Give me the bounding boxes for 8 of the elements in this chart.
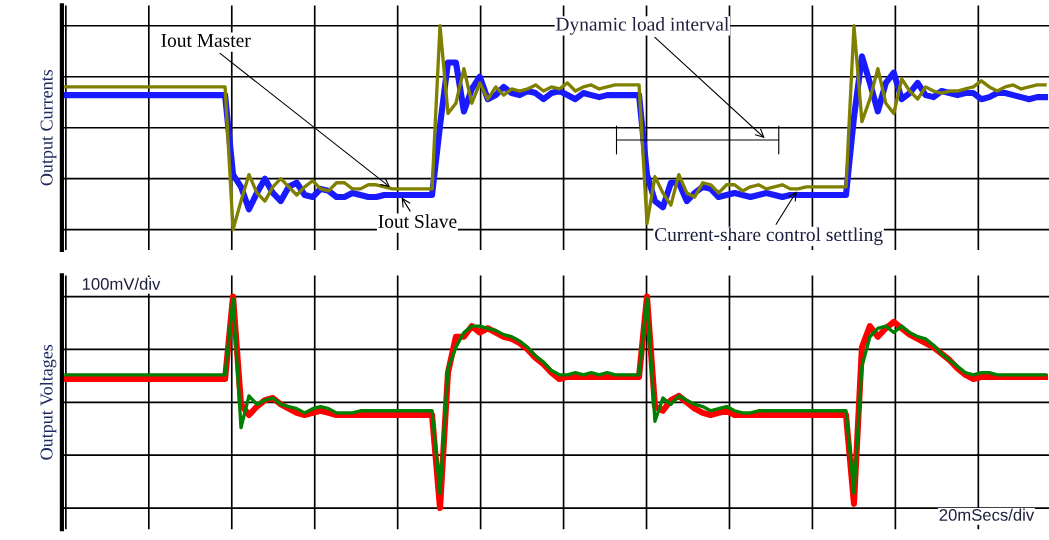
text: 20mSecs/div [939,508,1035,521]
text: Iout Master [161,34,251,47]
series-label: Iout Slave [378,214,457,228]
annotation: Current-share control settling [654,227,883,246]
annotation: Dynamic load interval [556,17,729,35]
y-axis-title: Output Currents [40,69,57,186]
text: 100mV/div [82,277,161,290]
y-axis-title: Output Voltages [39,344,57,460]
